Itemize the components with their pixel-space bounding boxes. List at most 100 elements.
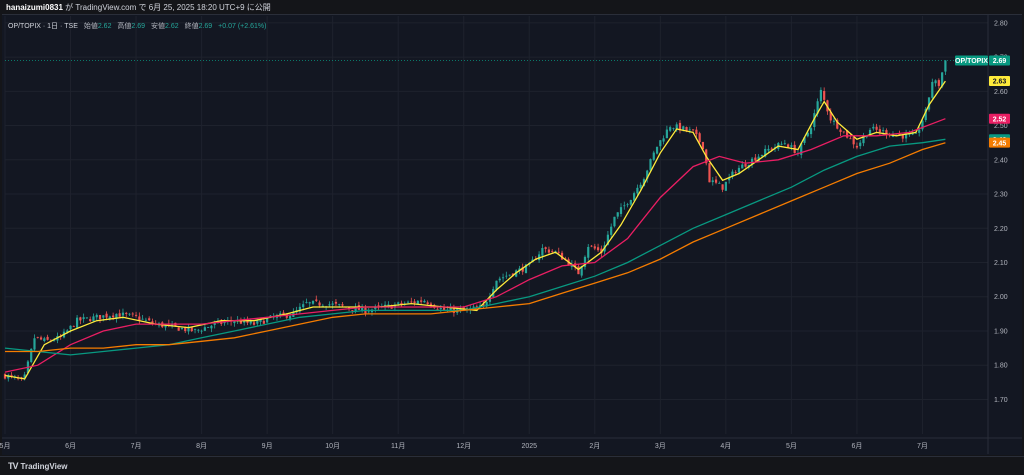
candle-body — [252, 322, 256, 325]
candle-body — [688, 129, 691, 131]
candle-body — [724, 181, 727, 191]
candle-body — [669, 127, 672, 131]
candle-body — [246, 320, 249, 323]
candle-body — [600, 248, 603, 254]
symbol-title[interactable]: OP/TOPIX · 1日 · TSE — [8, 23, 78, 30]
candle-body — [298, 306, 301, 312]
candle-body — [23, 374, 26, 379]
candle-body — [803, 137, 806, 143]
candle-body — [878, 129, 881, 133]
candle-body — [315, 299, 318, 301]
candle-body — [764, 148, 767, 157]
candle-body — [321, 305, 324, 307]
candle-body — [665, 129, 668, 139]
candle-body — [98, 314, 102, 320]
candle-body — [672, 128, 675, 130]
footer-bar: TV TradingView — [0, 456, 1024, 475]
candle-body — [711, 180, 714, 183]
x-tick-label: 4月 — [720, 442, 731, 450]
candle-body — [429, 303, 433, 307]
y-tick-label: 2.80 — [994, 20, 1008, 27]
price-tag-3-bg — [989, 113, 1010, 124]
candle-body — [541, 248, 544, 256]
author-name[interactable]: hanaizumi0831 — [6, 3, 63, 12]
candle-body — [701, 141, 705, 150]
candle-body — [177, 327, 180, 331]
candle-body — [43, 338, 46, 341]
candle-body — [783, 143, 786, 145]
x-tick-label: 10月 — [325, 442, 340, 450]
candle-body — [439, 308, 442, 310]
chart-frame[interactable] — [2, 14, 1022, 455]
candle-body — [207, 326, 210, 328]
candle-body — [39, 337, 43, 340]
price-tag-2-bg — [989, 76, 1010, 87]
candle-body — [895, 134, 898, 136]
candle-body — [593, 246, 596, 249]
candle-body — [374, 306, 377, 309]
candle-body — [682, 126, 685, 130]
candle-body — [619, 207, 623, 214]
candle-body — [334, 301, 338, 304]
candle-body — [406, 301, 410, 303]
candle-body — [3, 374, 7, 379]
candle-body — [331, 303, 334, 305]
candle-body — [944, 60, 947, 72]
candle-body — [308, 302, 311, 304]
candle-body — [7, 375, 10, 379]
candle-body — [934, 80, 937, 84]
moving-average-line-2 — [4, 118, 946, 373]
x-tick-label: 6月 — [65, 442, 76, 450]
y-tick-label: 2.50 — [994, 123, 1008, 130]
candle-body — [367, 311, 370, 313]
candle-body — [354, 306, 357, 313]
candle-body — [82, 317, 85, 320]
candle-body — [692, 129, 695, 131]
candle-body — [649, 159, 652, 171]
tradingview-logo[interactable]: TV TradingView — [8, 461, 68, 471]
candle-body — [544, 247, 547, 249]
candle-body — [482, 303, 485, 306]
candle-body — [695, 129, 698, 135]
candle-body — [131, 313, 134, 315]
candle-body — [498, 278, 501, 281]
candle-body — [318, 302, 321, 306]
x-tick-label: 8月 — [196, 442, 207, 450]
candle-body — [233, 321, 236, 324]
candle-body — [387, 304, 390, 306]
candle-body — [501, 277, 505, 279]
candle-body — [904, 133, 908, 139]
candle-body — [521, 267, 524, 272]
candle-body — [46, 336, 49, 340]
candle-body — [714, 179, 718, 183]
y-tick-label: 2.40 — [994, 157, 1008, 164]
candle-body — [639, 184, 642, 189]
x-tick-label: 9月 — [262, 442, 273, 450]
low-label: 安値 — [151, 23, 165, 30]
candle-body — [144, 319, 147, 321]
candle-body — [908, 133, 911, 135]
candle-body — [832, 120, 836, 122]
candle-body — [505, 275, 508, 277]
candle-body — [442, 306, 446, 311]
candle-body — [393, 304, 397, 308]
candle-body — [518, 268, 521, 272]
candle-body — [210, 325, 213, 329]
candle-body — [937, 80, 940, 86]
candle-body — [927, 97, 931, 110]
change-value: +0.07 (+2.61%) — [218, 23, 267, 30]
candle-body — [262, 320, 265, 324]
price-tag-1: 2.69 — [993, 58, 1007, 65]
candle-body — [249, 321, 252, 324]
candle-body — [754, 157, 757, 161]
candle-body — [642, 179, 646, 187]
candle-body — [708, 163, 711, 183]
candle-body — [190, 327, 193, 332]
candle-body — [846, 130, 849, 138]
candle-body — [606, 234, 610, 245]
candle-body — [288, 315, 292, 319]
candle-body — [547, 249, 551, 253]
candle-body — [203, 327, 206, 331]
publish-bar: hanaizumi0831 が TradingView.com で 6月 25,… — [0, 0, 1024, 14]
